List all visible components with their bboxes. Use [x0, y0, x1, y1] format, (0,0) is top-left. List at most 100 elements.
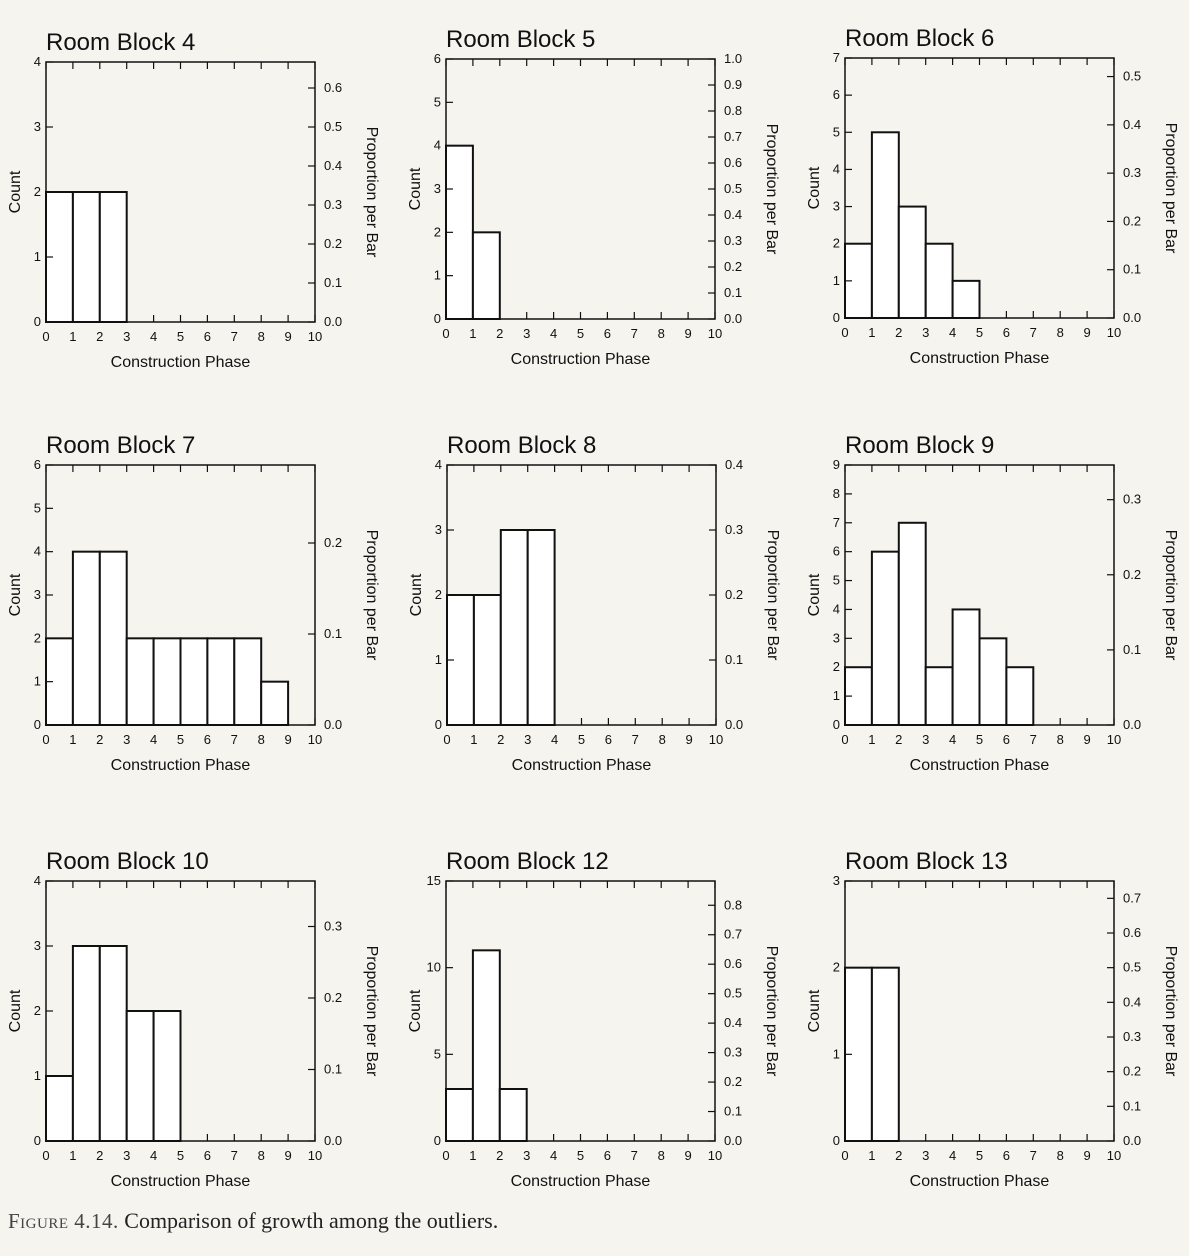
y2-tick-label: 0.6: [724, 155, 742, 170]
y-tick-label: 0: [435, 717, 442, 732]
histogram-bar: [951, 279, 981, 320]
histogram-bar: [125, 1010, 155, 1142]
histogram-bar: [870, 131, 900, 319]
y2-tick-label: 0.3: [1123, 165, 1141, 180]
histogram-bar: [526, 529, 556, 726]
x-tick-label: 9: [685, 732, 692, 747]
y2-tick-label: 0.2: [324, 990, 342, 1005]
x-tick-label: 9: [684, 1148, 691, 1163]
x-tick-label: 2: [96, 329, 103, 344]
y2-tick-label: 0.7: [724, 927, 742, 942]
histogram-bar: [472, 594, 502, 726]
x-tick-label: 4: [551, 732, 558, 747]
x-tick-label: 9: [1083, 325, 1090, 340]
x-tick-label: 2: [496, 1148, 503, 1163]
chart-title: Room Block 5: [446, 26, 595, 53]
x-tick-label: 10: [1107, 732, 1121, 747]
x-tick-label: 8: [258, 1148, 265, 1163]
histogram-bar: [924, 666, 954, 727]
y-tick-label: 2: [833, 236, 840, 251]
x-tick-label: 10: [308, 732, 322, 747]
histogram-panel: Room Block 9 0 1 2 3 4 5 6 7 8 9 10 0 1 2 3 4 5 6 7 8 9 0.0 0.1…: [806, 432, 1179, 774]
x-tick-label: 1: [69, 1148, 76, 1163]
x-tick-label: 2: [496, 326, 503, 341]
y-tick-label: 1: [34, 674, 41, 689]
y2-tick-label: 0.5: [724, 986, 742, 1001]
x-tick-label: 7: [631, 1148, 638, 1163]
x-tick-label: 1: [469, 326, 476, 341]
x-tick-label: 4: [550, 1148, 557, 1163]
histogram-bar: [71, 945, 101, 1142]
y-tick-label: 5: [833, 124, 840, 139]
y-axis-title: Count: [407, 167, 424, 210]
x-tick-label: 1: [868, 1148, 875, 1163]
x-tick-label: 8: [1057, 1148, 1064, 1163]
x-tick-label: 0: [443, 732, 450, 747]
y-tick-label: 2: [833, 659, 840, 674]
x-tick-label: 0: [841, 325, 848, 340]
y2-tick-label: 0.2: [724, 259, 742, 274]
x-tick-label: 9: [1083, 1148, 1090, 1163]
x-tick-label: 1: [470, 732, 477, 747]
chart-title: Room Block 12: [446, 848, 609, 875]
histogram-bar: [125, 637, 155, 726]
y-tick-label: 1: [434, 268, 441, 283]
x-tick-label: 4: [150, 732, 157, 747]
y-tick-label: 5: [434, 94, 441, 109]
x-tick-label: 4: [550, 326, 557, 341]
x-axis-title: Construction Phase: [910, 350, 1050, 367]
y-tick-label: 15: [427, 873, 441, 888]
y-tick-label: 4: [34, 544, 41, 559]
y-axis-title: Count: [806, 166, 823, 209]
y2-axis-title: Proportion per Bar: [1162, 530, 1179, 661]
y2-tick-label: 0.4: [1123, 117, 1141, 132]
x-tick-label: 0: [42, 329, 49, 344]
x-tick-label: 7: [231, 732, 238, 747]
x-axis-title: Construction Phase: [111, 354, 251, 371]
y2-tick-label: 0.1: [1123, 1098, 1141, 1113]
y2-tick-label: 0.2: [724, 1074, 742, 1089]
y2-tick-label: 0.2: [725, 587, 743, 602]
y-tick-label: 0: [34, 1133, 41, 1148]
y-tick-label: 1: [34, 249, 41, 264]
y2-tick-label: 0.2: [324, 236, 342, 251]
x-tick-label: 0: [841, 1148, 848, 1163]
y-tick-label: 9: [833, 457, 840, 472]
x-tick-label: 1: [868, 732, 875, 747]
histogram-panel: Room Block 13 0 1 2 3 4 5 6 7 8 9 10 0 1 2 3 0.0 0.1 0.2 0.…: [806, 848, 1179, 1190]
x-tick-label: 7: [1030, 1148, 1037, 1163]
x-tick-label: 6: [1003, 325, 1010, 340]
x-tick-label: 4: [150, 1148, 157, 1163]
x-tick-label: 4: [949, 732, 956, 747]
y2-tick-label: 0.9: [724, 77, 742, 92]
chart-title: Room Block 7: [46, 432, 195, 459]
y2-tick-label: 0.0: [724, 311, 742, 326]
histogram-bar: [498, 1088, 528, 1142]
x-tick-label: 2: [497, 732, 504, 747]
y-tick-label: 1: [435, 652, 442, 667]
chart-title: Room Block 4: [46, 29, 195, 56]
x-tick-label: 3: [523, 1148, 530, 1163]
histogram-bar: [924, 242, 954, 319]
histogram-bar: [897, 521, 927, 727]
y2-tick-label: 0.1: [1123, 262, 1141, 277]
x-tick-label: 0: [442, 326, 449, 341]
y-tick-label: 4: [34, 873, 41, 888]
y-tick-label: 4: [833, 601, 840, 616]
x-tick-label: 5: [177, 329, 184, 344]
x-tick-label: 5: [976, 732, 983, 747]
y2-tick-label: 0.1: [324, 1062, 342, 1077]
y2-tick-label: 0.8: [724, 897, 742, 912]
y-tick-label: 4: [833, 161, 840, 176]
y2-tick-label: 0.0: [1123, 1133, 1141, 1148]
x-tick-label: 6: [604, 1148, 611, 1163]
x-tick-label: 10: [708, 1148, 722, 1163]
x-tick-label: 7: [1030, 732, 1037, 747]
y2-tick-label: 0.0: [324, 1133, 342, 1148]
y-tick-label: 1: [833, 688, 840, 703]
y2-tick-label: 0.0: [324, 314, 342, 329]
y2-tick-label: 0.4: [1123, 994, 1141, 1009]
y2-tick-label: 0.1: [725, 652, 743, 667]
chart-title: Room Block 13: [845, 848, 1008, 875]
